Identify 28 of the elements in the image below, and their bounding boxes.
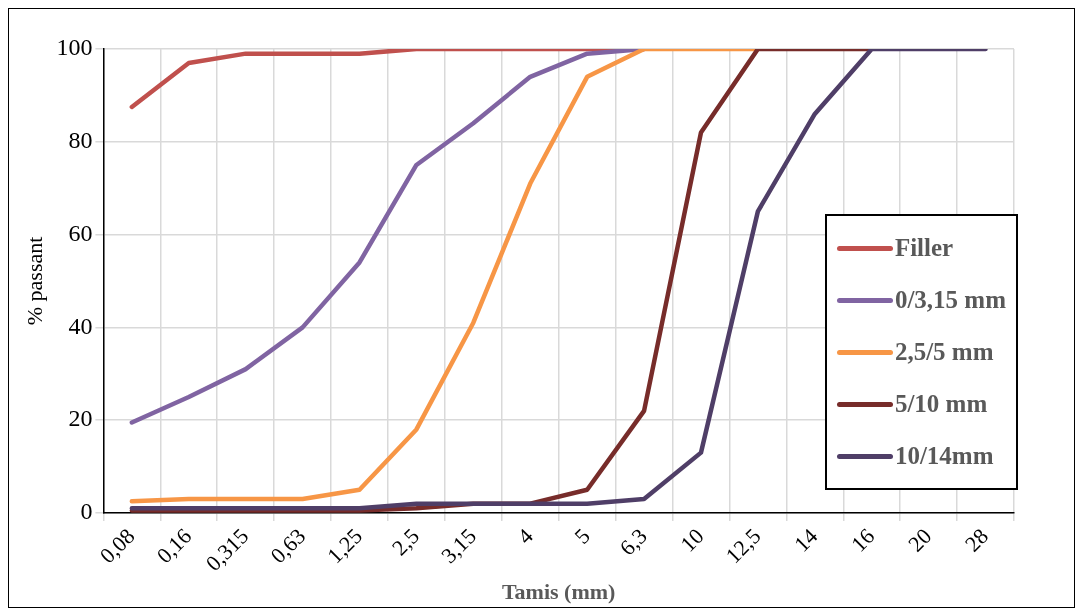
legend-label: 5/10 mm	[894, 390, 988, 418]
legend-label: Filler	[894, 234, 954, 262]
legend-label: 10/14mm	[894, 442, 994, 470]
y-tick-label: 40	[68, 312, 93, 339]
x-tick-label: 0,16	[151, 523, 197, 569]
x-tick-label: 5	[569, 523, 595, 549]
x-tick-label: 12,5	[720, 523, 766, 569]
x-tick-label: 1,25	[322, 523, 368, 569]
legend-label: 2,5/5 mm	[894, 338, 994, 366]
y-tick-label: 80	[68, 127, 93, 154]
x-tick-label: 2,5	[386, 523, 425, 561]
y-tick-label: 20	[68, 405, 93, 432]
x-tick-label: 0,63	[265, 523, 311, 569]
y-tick-label: 0	[80, 498, 93, 525]
x-tick-label: 3,15	[436, 523, 481, 569]
x-tick-label: 16	[846, 523, 880, 557]
y-axis-title: % passant	[21, 236, 47, 326]
x-tick-label: 4	[512, 523, 538, 549]
legend-label: 0/3,15 mm	[894, 286, 1006, 314]
x-tick-label: 10	[675, 523, 709, 557]
x-tick-label: 14	[789, 523, 823, 557]
y-tick-label: 100	[56, 34, 93, 61]
x-axis-title: Tamis (mm)	[501, 579, 616, 605]
x-tick-label: 28	[959, 523, 994, 557]
x-tick-label: 0,08	[94, 523, 140, 569]
y-tick-label: 60	[68, 219, 93, 246]
x-tick-label: 6,3	[614, 523, 652, 561]
x-tick-label: 20	[903, 523, 937, 557]
